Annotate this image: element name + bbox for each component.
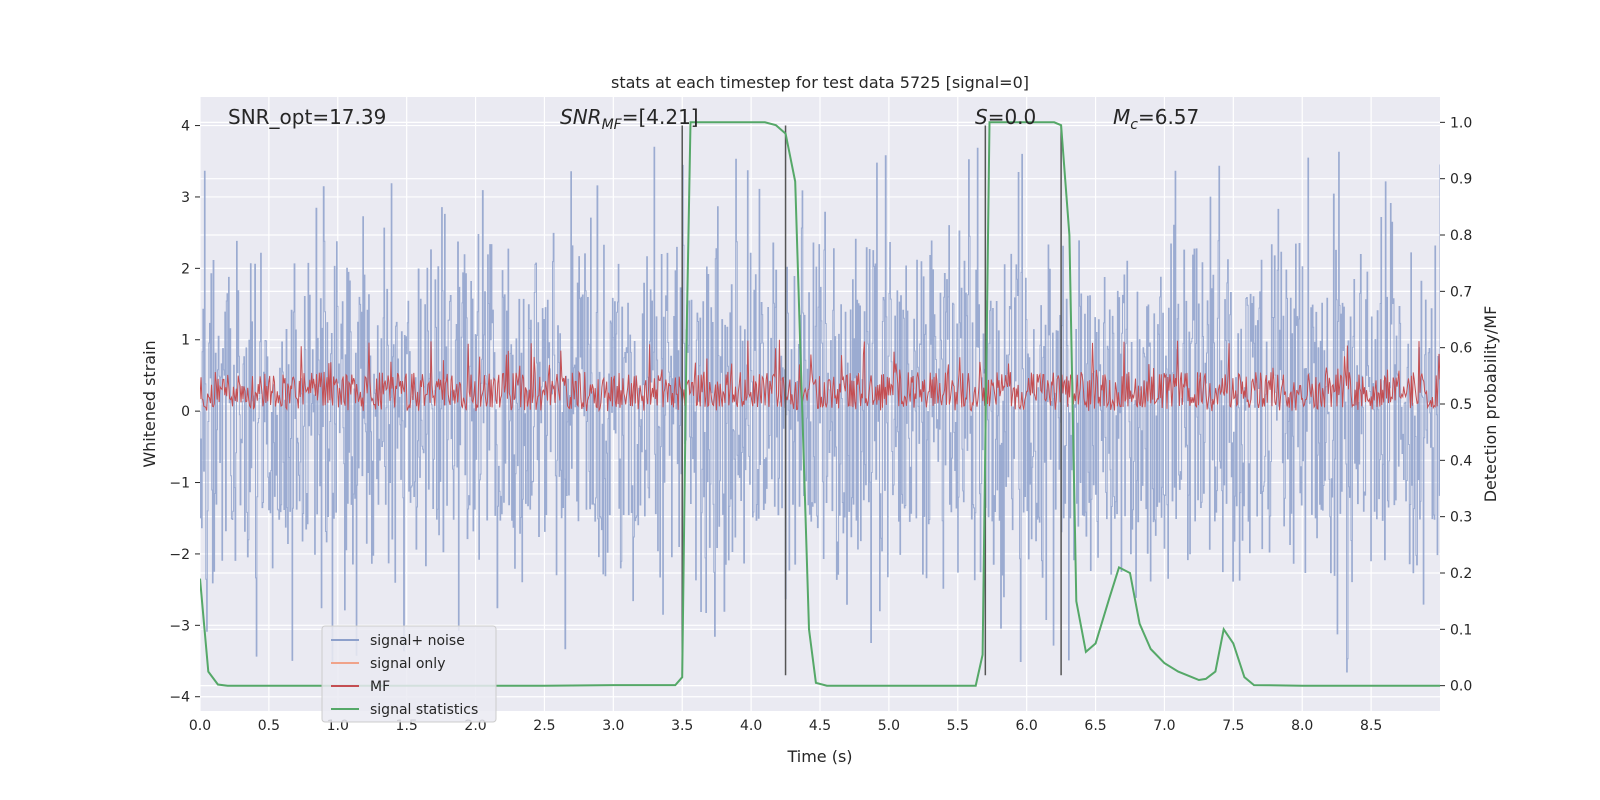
x-tick-label: 7.0	[1153, 718, 1175, 734]
y-right-tick-label: 0.0	[1450, 679, 1472, 695]
annotation-mc-value: =6.57	[1138, 105, 1199, 129]
annotation-s-main: S	[975, 105, 988, 129]
annotation-snr-mf-sub: MF	[602, 117, 623, 133]
x-tick-label: 8.0	[1291, 718, 1313, 734]
x-tick-label: 6.0	[1016, 718, 1038, 734]
y-right-tick-label: 0.6	[1450, 341, 1472, 357]
y-left-tick-label: 4	[181, 119, 190, 135]
x-tick-label: 3.0	[602, 718, 624, 734]
y-right-tick-label: 0.9	[1450, 172, 1472, 188]
x-tick-label: 3.5	[671, 718, 693, 734]
signal-statistics-series	[200, 121, 1440, 687]
x-tick-label: 6.5	[1084, 718, 1106, 734]
legend-label-signal-only: signal only	[370, 656, 445, 672]
x-tick-label: 5.5	[947, 718, 969, 734]
y-right-tick-label: 0.4	[1450, 453, 1472, 469]
y-right-tick-label: 0.3	[1450, 510, 1472, 526]
y-right-axis-ticks: 1.0 0.9 0.8 0.7 0.6 0.5 0.4 0.3 0.2 0.1 0.0	[1440, 115, 1472, 695]
y-left-tick-label: 2	[181, 261, 190, 277]
x-axis-ticks: 0.0 0.5 1.0 1.5 2.0 2.5 3.0 3.5 4.0 4.5 5.0 5.5 6.0 6…	[189, 718, 1382, 734]
y-left-axis-label: Whitened strain	[140, 340, 159, 467]
y-left-tick-label: 1	[181, 333, 190, 349]
plot-area	[200, 121, 1440, 687]
legend-box	[321, 625, 497, 723]
x-tick-label: 5.0	[878, 718, 900, 734]
chart-title: stats at each timestep for test data 572…	[611, 73, 1029, 92]
annotation-mc-sub: c	[1130, 117, 1138, 133]
annotation-snr-mf-main: SNR	[560, 105, 602, 129]
x-tick-label: 4.0	[740, 718, 762, 734]
y-right-axis-label: Detection probability/MF	[1481, 306, 1500, 503]
x-tick-label: 7.5	[1222, 718, 1244, 734]
annotation-snr-mf-value: =[4.21]	[622, 105, 699, 129]
x-axis-label: Time (s)	[786, 747, 852, 766]
x-tick-label: 0.5	[258, 718, 280, 734]
y-right-tick-label: 1.0	[1450, 115, 1472, 131]
x-tick-label: 8.5	[1360, 718, 1382, 734]
legend: signal+ noise signal only MF signal stat…	[321, 625, 497, 723]
y-left-axis-ticks: 4 3 2 1 0 −1 −2 −3 −4	[169, 119, 200, 706]
x-tick-label: 0.0	[189, 718, 211, 734]
mf-series	[200, 339, 1440, 413]
y-left-tick-label: −3	[169, 618, 190, 634]
x-tick-label: 2.5	[533, 718, 555, 734]
y-right-tick-label: 0.2	[1450, 566, 1472, 582]
signal-noise-series	[200, 146, 1440, 673]
y-right-tick-label: 0.8	[1450, 228, 1472, 244]
annotation-snr-mf: SNRMF=[4.21]	[560, 105, 699, 133]
y-right-tick-label: 0.1	[1450, 622, 1472, 638]
y-right-tick-label: 0.7	[1450, 284, 1472, 300]
annotation-s: S=0.0	[975, 105, 1036, 129]
y-left-tick-label: 0	[181, 404, 190, 420]
y-right-tick-label: 0.5	[1450, 397, 1472, 413]
annotation-mc: Mc=6.57	[1113, 105, 1199, 133]
annotation-snr-opt: SNR_opt=17.39	[228, 105, 386, 129]
y-left-tick-label: −1	[169, 476, 190, 492]
legend-label-mf: MF	[370, 679, 390, 695]
y-left-tick-label: −2	[169, 547, 190, 563]
y-left-tick-label: −4	[169, 690, 190, 706]
annotation-s-value: =0.0	[988, 105, 1037, 129]
y-left-tick-label: 3	[181, 190, 190, 206]
legend-label-signal-noise: signal+ noise	[370, 633, 465, 649]
annotation-mc-main: M	[1113, 105, 1130, 129]
x-tick-label: 4.5	[809, 718, 831, 734]
legend-label-signal-statistics: signal statistics	[370, 702, 478, 718]
